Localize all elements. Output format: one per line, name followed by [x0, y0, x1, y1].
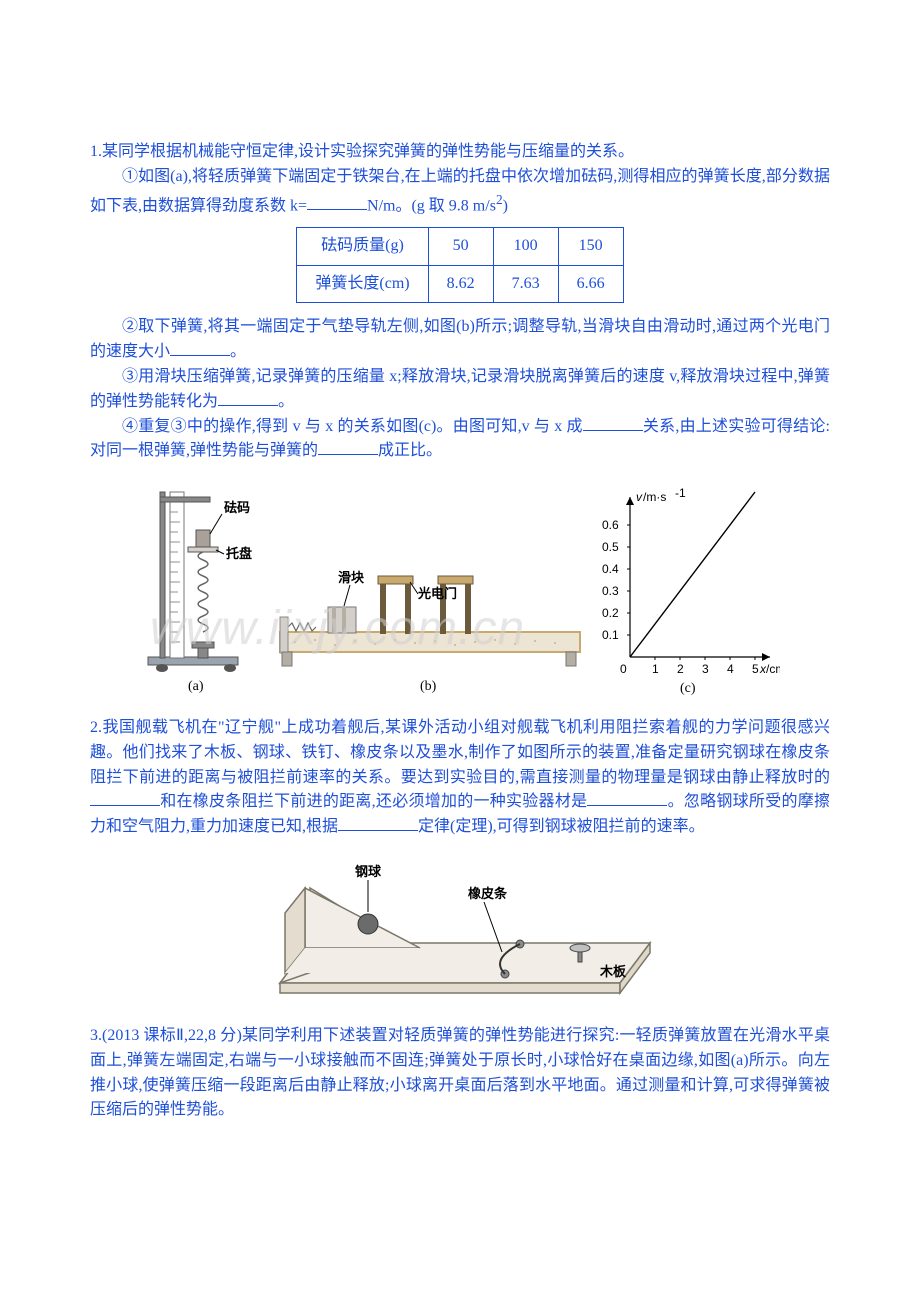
svg-text:木板: 木板: [599, 964, 627, 979]
th1: 50: [428, 227, 493, 265]
svg-text:5: 5: [752, 662, 759, 676]
q2-figure: 钢球 橡皮条 木板: [90, 848, 830, 1008]
q1-opening: 1.某同学根据机械能守恒定律,设计实验探究弹簧的弹性势能与压缩量的关系。: [90, 140, 830, 165]
q1-p4a: ④重复③中的操作,得到 v 与 x 的关系如图(c)。由图可知,v 与 x 成: [122, 418, 583, 435]
td2: 7.63: [493, 265, 558, 303]
q1-p4: ④重复③中的操作,得到 v 与 x 的关系如图(c)。由图可知,v 与 x 成关…: [90, 415, 830, 465]
svg-text:3: 3: [702, 662, 709, 676]
td1: 8.62: [428, 265, 493, 303]
table-row: 弹簧长度(cm) 8.62 7.63 6.66: [297, 265, 623, 303]
blank-q2-1: [90, 790, 160, 806]
svg-text:-1: -1: [675, 486, 686, 500]
svg-text:0: 0: [620, 662, 627, 676]
td3: 6.66: [558, 265, 623, 303]
svg-text:(a): (a): [188, 679, 204, 694]
q1-p4c: 成正比。: [378, 442, 442, 459]
svg-text:0.5: 0.5: [602, 540, 619, 554]
q2-ta: 2.我国舰载飞机在"辽宁舰"上成功着舰后,某课外活动小组对舰载飞机利用阻拦索着舰…: [90, 719, 830, 786]
svg-text:0.3: 0.3: [602, 584, 619, 598]
svg-text:托盘: 托盘: [226, 546, 252, 561]
svg-text:4: 4: [727, 662, 734, 676]
q1-p3b: 。: [278, 393, 294, 410]
blank-energy: [218, 390, 278, 406]
svg-text:(c): (c): [680, 681, 696, 696]
svg-text:钢球: 钢球: [355, 864, 382, 879]
svg-text:砝码: 砝码: [224, 500, 250, 515]
svg-text:滑块: 滑块: [338, 570, 365, 585]
q2-svg: 钢球 橡皮条 木板: [250, 848, 670, 1008]
svg-text:1: 1: [652, 662, 659, 676]
q3-content: 3.(2013 课标Ⅱ,22,8 分)某同学利用下述装置对轻质弹簧的弹性势能进行…: [90, 1027, 830, 1118]
q1-p3a: ③用滑块压缩弹簧,记录弹簧的压缩量 x;释放滑块,记录滑块脱离弹簧后的速度 v,…: [90, 368, 830, 410]
panel-c: 0.1 0.2 0.3 0.4 0.5 0.6 1 2 3 4 5 0 v /m…: [602, 486, 780, 696]
svg-text:2: 2: [677, 662, 684, 676]
svg-text:橡皮条: 橡皮条: [468, 886, 508, 901]
svg-text:/m·s: /m·s: [643, 490, 666, 504]
blank-k: [307, 194, 367, 210]
blank-speed: [170, 340, 230, 356]
sup2: 2: [496, 192, 503, 207]
q1-p1c: ): [503, 197, 508, 214]
q1-p1b: N/m。(g 取 9.8 m/s: [367, 197, 496, 214]
q2-tb: 和在橡皮条阻拦下前进的距离,还必须增加的一种实验器材是: [160, 793, 587, 810]
q1-figure: www.iixjy.com.cn: [90, 472, 830, 702]
svg-text:v: v: [636, 490, 643, 504]
q1-p3: ③用滑块压缩弹簧,记录弹簧的压缩量 x;释放滑块,记录滑块脱离弹簧后的速度 v,…: [90, 365, 830, 415]
panel-b: 滑块 光电门 (b): [280, 570, 580, 694]
q1-p2b: 。: [230, 343, 246, 360]
table-row: 砝码质量(g) 50 100 150: [297, 227, 623, 265]
q3-text: 3.(2013 课标Ⅱ,22,8 分)某同学利用下述装置对轻质弹簧的弹性势能进行…: [90, 1024, 830, 1123]
svg-text:(b): (b): [420, 679, 437, 694]
th2: 100: [493, 227, 558, 265]
q1-p2: ②取下弹簧,将其一端固定于气垫导轨左侧,如图(b)所示;调整导轨,当滑块自由滑动…: [90, 315, 830, 365]
q1-table: 砝码质量(g) 50 100 150 弹簧长度(cm) 8.62 7.63 6.…: [296, 227, 623, 304]
panel-a: 砝码 托盘 (a): [148, 492, 252, 694]
svg-text:0.2: 0.2: [602, 606, 619, 620]
blank-relation: [583, 415, 643, 431]
q1-p1: ①如图(a),将轻质弹簧下端固定于铁架台,在上端的托盘中依次增加砝码,测得相应的…: [90, 165, 830, 219]
td0: 弹簧长度(cm): [297, 265, 428, 303]
th3: 150: [558, 227, 623, 265]
svg-text:0.4: 0.4: [602, 562, 619, 576]
q2-text: 2.我国舰载飞机在"辽宁舰"上成功着舰后,某课外活动小组对舰载飞机利用阻拦索着舰…: [90, 716, 830, 840]
svg-text:/cm: /cm: [766, 662, 780, 676]
svg-text:光电门: 光电门: [417, 586, 457, 601]
th0: 砝码质量(g): [297, 227, 428, 265]
blank-q2-3: [338, 815, 418, 831]
blank-q2-2: [587, 790, 667, 806]
blank-prop: [318, 439, 378, 455]
svg-text:0.1: 0.1: [602, 628, 619, 642]
q2-td: 定律(定理),可得到钢球被阻拦前的速率。: [418, 818, 705, 835]
q1-svg: 砝码 托盘 (a): [140, 472, 780, 702]
svg-text:0.6: 0.6: [602, 518, 619, 532]
